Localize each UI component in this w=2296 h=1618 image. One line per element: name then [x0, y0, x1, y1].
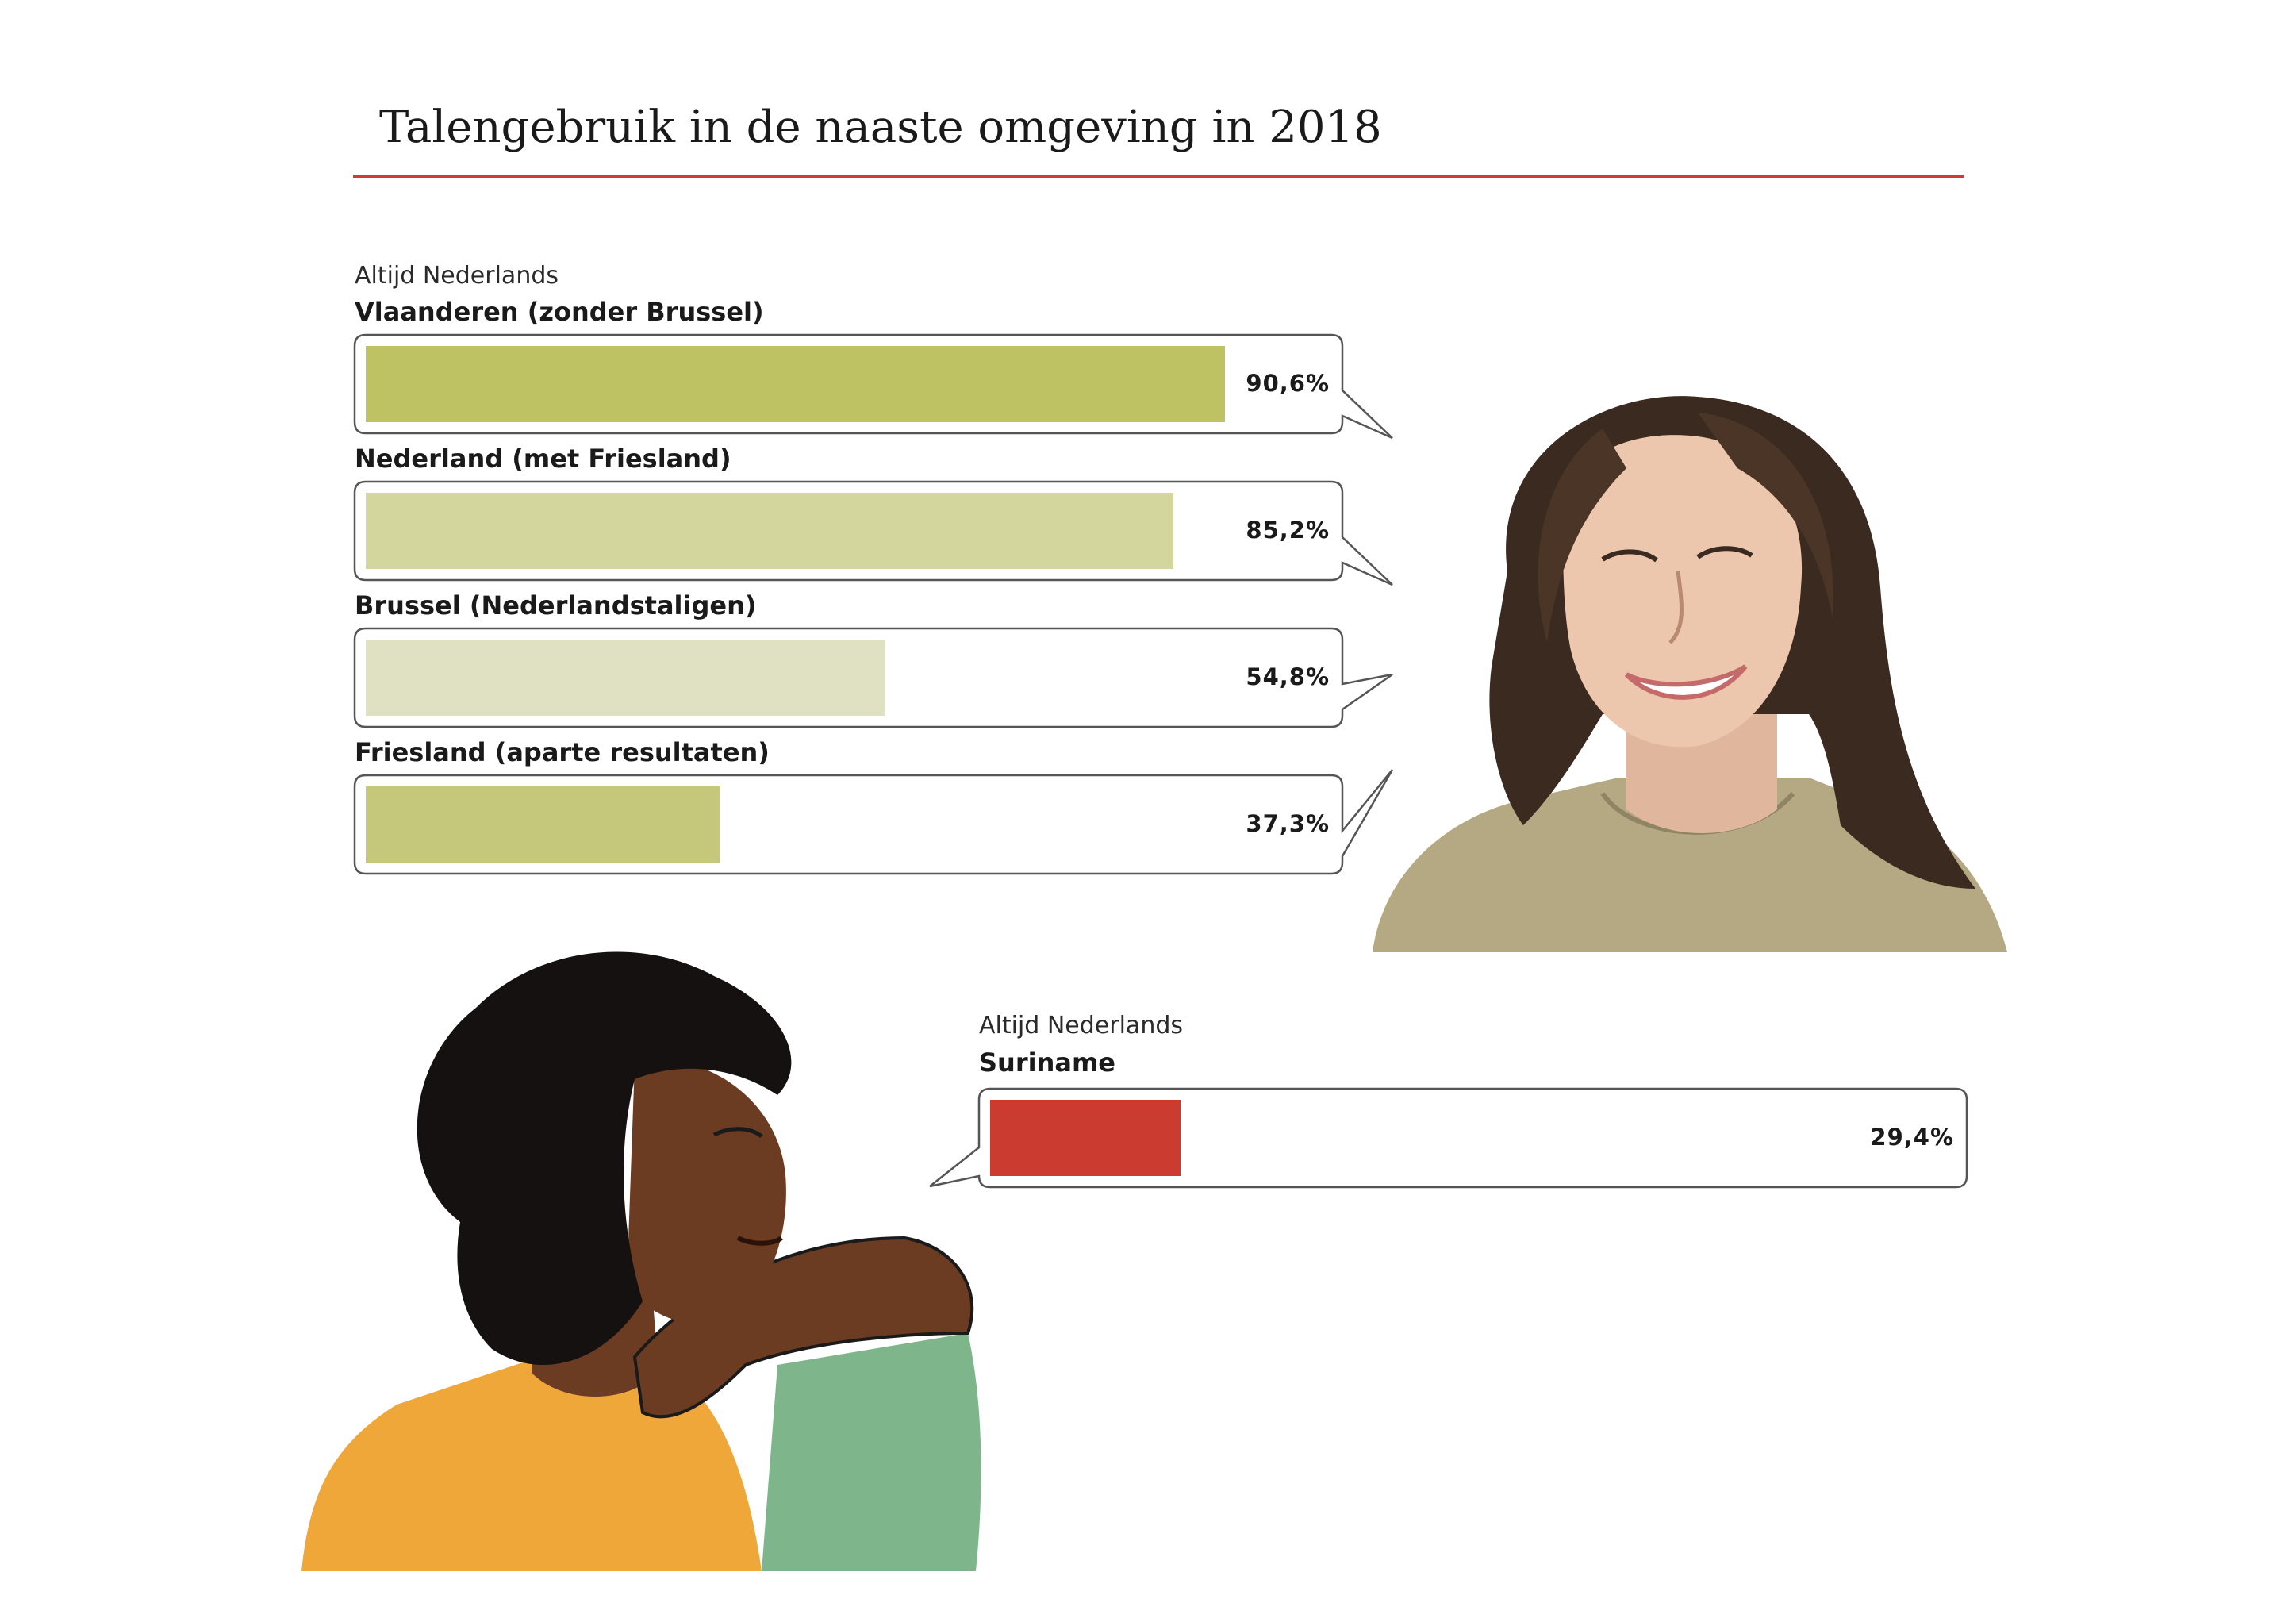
- category-label: Friesland (aparte resultaten): [355, 737, 770, 767]
- value-label: 54,8%: [1246, 663, 1330, 690]
- group-label: Altijd Nederlands: [355, 262, 559, 290]
- title-rule: [353, 175, 1964, 178]
- smiling-woman-portrait-icon: [1373, 396, 2007, 952]
- category-label: Brussel (Nederlandstaligen): [355, 590, 757, 621]
- category-label: Suriname: [979, 1047, 1115, 1078]
- woman-curly-hair-portrait-icon: [301, 951, 981, 1571]
- bar-0: [366, 346, 1225, 422]
- bar-suriname: [990, 1100, 1181, 1176]
- value-label: 37,3%: [1246, 810, 1330, 837]
- speech-bubble-frame: [929, 1087, 1968, 1189]
- value-label: 29,4%: [1870, 1124, 1954, 1151]
- category-label: Vlaanderen (zonder Brussel): [355, 297, 764, 327]
- group-label: Altijd Nederlands: [979, 1012, 1184, 1040]
- bar-1: [366, 493, 1173, 569]
- value-label: 90,6%: [1246, 370, 1330, 397]
- bar-2: [366, 640, 885, 716]
- bar-3: [366, 786, 720, 863]
- category-label: Nederland (met Friesland): [355, 444, 731, 474]
- value-label: 85,2%: [1246, 517, 1330, 544]
- page-title: Talengebruik in de naaste omgeving in 20…: [379, 102, 1382, 153]
